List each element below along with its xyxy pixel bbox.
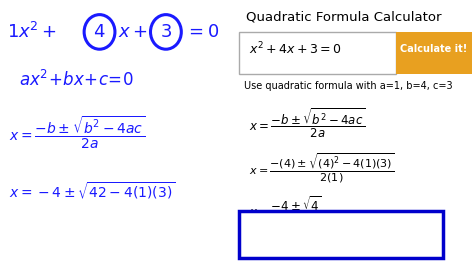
Text: $x+$: $x+$: [118, 23, 148, 41]
Text: Calculate it!: Calculate it!: [400, 44, 467, 54]
FancyBboxPatch shape: [239, 32, 396, 74]
Text: Use quadratic formula with a=1, b=4, c=3: Use quadratic formula with a=1, b=4, c=3: [244, 81, 453, 91]
Text: $x=\dfrac{-b\pm\sqrt{b^2-4ac}}{2a}$: $x=\dfrac{-b\pm\sqrt{b^2-4ac}}{2a}$: [9, 115, 146, 151]
Text: $=0$: $=0$: [185, 23, 219, 41]
Text: $x=\dfrac{-(4)\pm\sqrt{(4)^2-4(1)(3)}}{2(1)}$: $x=\dfrac{-(4)\pm\sqrt{(4)^2-4(1)(3)}}{2…: [249, 152, 394, 185]
Text: $x=-4\pm\sqrt{42-4(1)(3)}$: $x=-4\pm\sqrt{42-4(1)(3)}$: [9, 181, 176, 202]
Text: $x=-1\;\;\mathrm{or}\;\;x=-3$: $x=-1\;\;\mathrm{or}\;\;x=-3$: [282, 228, 401, 240]
Text: $3$: $3$: [160, 23, 172, 41]
Text: $x^2+4x+3=0$: $x^2+4x+3=0$: [249, 41, 342, 57]
Text: $x=\dfrac{-4\pm\sqrt{4}}{2}$: $x=\dfrac{-4\pm\sqrt{4}}{2}$: [249, 194, 321, 226]
Text: $ax^2\!+\!bx\!+\!c\!=\!0$: $ax^2\!+\!bx\!+\!c\!=\!0$: [19, 70, 134, 90]
FancyBboxPatch shape: [396, 32, 472, 74]
FancyBboxPatch shape: [239, 211, 443, 258]
Text: $1x^2+$: $1x^2+$: [7, 22, 57, 42]
Text: Quadratic Formula Calculator: Quadratic Formula Calculator: [246, 11, 442, 24]
Text: $4$: $4$: [93, 23, 106, 41]
Text: $x=\dfrac{-b\pm\sqrt{b^2-4ac}}{2a}$: $x=\dfrac{-b\pm\sqrt{b^2-4ac}}{2a}$: [249, 106, 365, 140]
